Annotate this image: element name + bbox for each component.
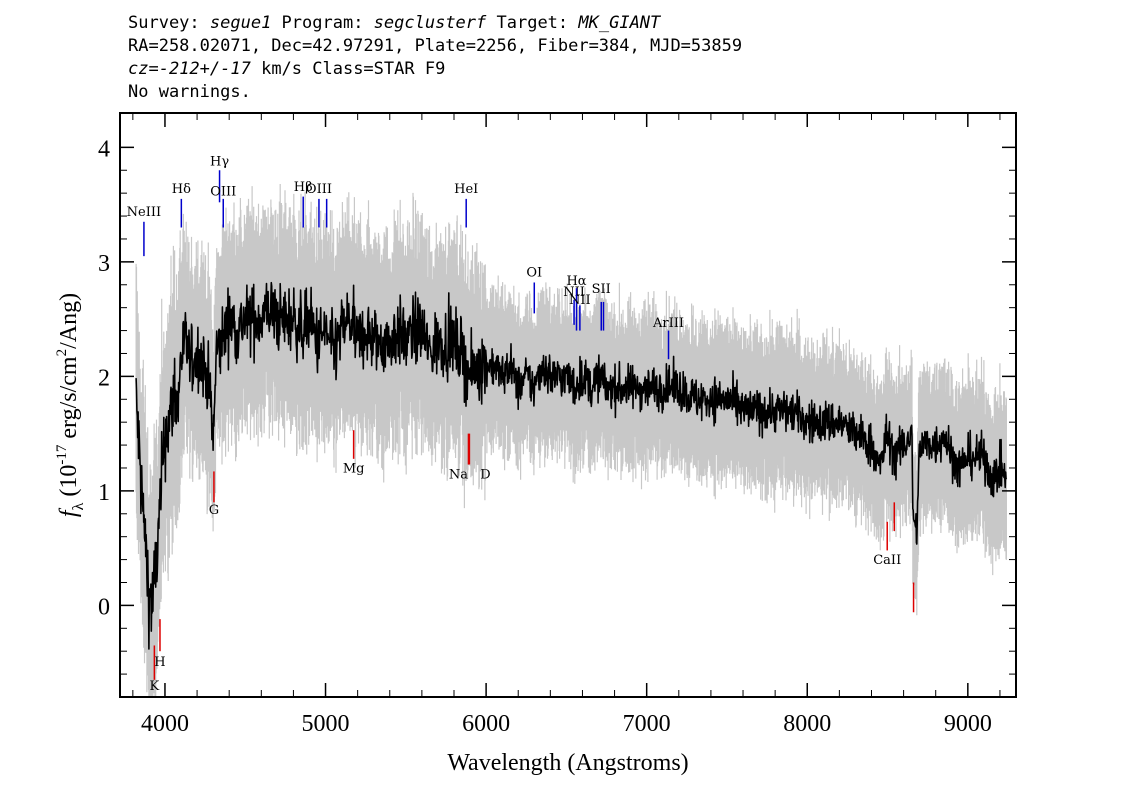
marker-label-16: H [154,655,165,670]
marker-label-4: Hβ [294,180,313,195]
header-line-survey: Survey: segue1 Program: segclusterf Targ… [128,12,742,35]
error-band-layer [135,184,1007,697]
y-axis-label: fλ (10-17 erg/s/cm2/Ang) [54,293,87,517]
marker-label-21: CaII [873,553,901,568]
flux-line [135,281,1008,650]
x-tick-label-1: 5000 [302,711,350,737]
cz-label: cz= [128,59,159,79]
marker-label-8: OI [526,266,542,281]
y-tick-label-2: 2 [98,365,110,391]
marker-label-7: HeI [454,182,478,197]
marker-label-20: D [480,467,490,482]
y-tick-label-4: 4 [98,136,110,162]
marker-label-14: ArIII [652,316,684,331]
survey-value: segue1 [209,13,272,33]
x-tick-label-5: 9000 [944,711,992,737]
marker-label-19: Na [449,467,468,482]
x-tick-label-0: 4000 [141,711,189,737]
y-axis-label-text: fλ (10-17 erg/s/cm2/Ang) [54,293,87,517]
marker-label-10: Hα [566,274,586,289]
header-line-coordinates: RA=258.02071, Dec=42.97291, Plate=2256, … [128,36,743,56]
marker-label-15: K [150,679,160,694]
marker-label-2: Hγ [210,155,229,170]
cz-value: -212+/-17 [158,59,251,79]
y-tick-label-1: 1 [98,480,110,506]
x-tick-label-3: 7000 [623,711,671,737]
axis-ticks: 4000 5000 6000 7000 8000 9000 0 1 2 3 4 [98,113,1016,737]
marker-label-17: G [209,503,219,518]
error-band [135,184,1007,697]
marker-label-5: OIII [306,182,332,197]
survey-label: Survey: [128,13,210,33]
cz-class: km/s Class=STAR F9 [250,59,446,79]
program-label: Program: [271,13,374,33]
marker-label-1: Hδ [172,182,191,197]
header-line-warnings: No warnings. [128,82,251,102]
target-label: Target: [486,13,579,33]
y-tick-label-3: 3 [98,251,110,277]
flux-layer [135,281,1008,650]
plot-frame [119,112,1017,698]
x-tick-label-2: 6000 [462,711,510,737]
x-axis-label: Wavelength (Angstroms) [447,750,688,776]
program-value: segclusterf [373,13,487,33]
x-tick-label-4: 8000 [783,711,831,737]
y-tick-label-0: 0 [98,594,110,620]
marker-label-9: NII [563,285,585,300]
marker-label-11: NII [569,293,591,308]
spectrum-header: Survey: segue1 Program: segclusterf Targ… [128,12,742,104]
header-line-redshift: cz=-212+/-17 km/s Class=STAR F9 [128,58,742,81]
marker-label-0: NeIII [127,205,161,220]
target-value: MK_GIANT [578,13,661,33]
marker-label-12: SII [592,282,611,297]
marker-label-3: OIII [210,184,236,199]
marker-label-18: Mg [343,462,365,477]
